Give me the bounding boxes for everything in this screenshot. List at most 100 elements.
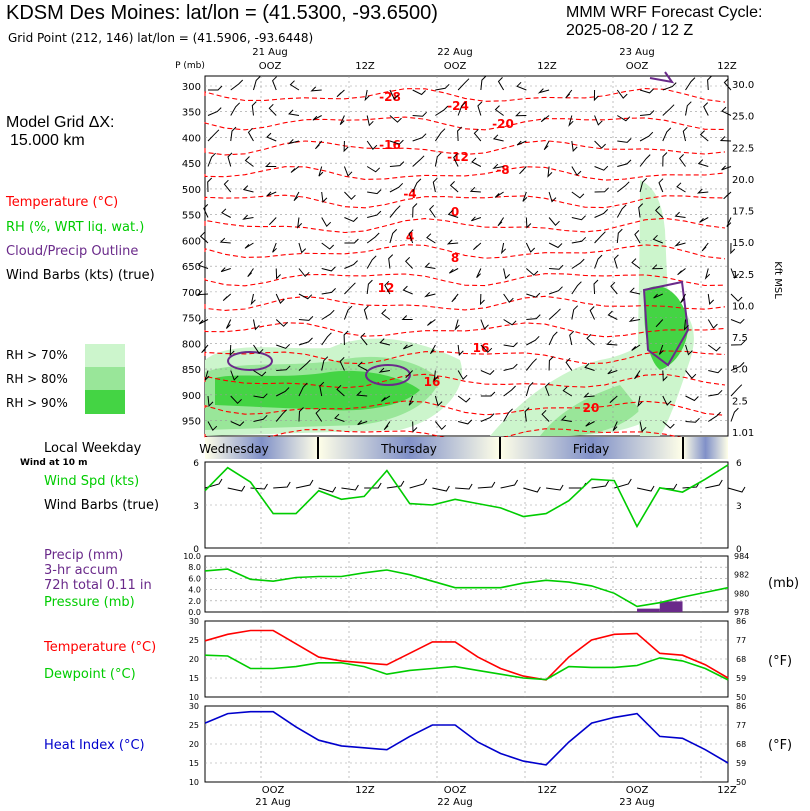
upper-wind-barb <box>344 260 358 269</box>
top-time-label: 23 Aug <box>619 47 654 58</box>
upper-wind-barb <box>571 191 585 199</box>
upper-wind-barb <box>408 229 414 244</box>
upper-wind-barb <box>448 268 459 274</box>
pressure-tick-label: 650 <box>182 262 201 273</box>
temperature-contour <box>204 373 726 389</box>
upper-wind-barb <box>366 115 374 127</box>
upper-wind-barb <box>357 420 368 426</box>
upper-wind-barb <box>319 381 325 397</box>
temperature-contour-label: -12 <box>447 150 469 164</box>
pressure-tick-label: 750 <box>182 314 201 325</box>
upper-wind-barb <box>540 115 550 123</box>
upper-wind-barb <box>697 159 709 167</box>
upper-wind-barb <box>429 204 436 218</box>
upper-wind-barb <box>594 165 609 171</box>
grid-dx-value: 15.000 km <box>10 132 85 149</box>
upper-wind-barb <box>594 187 609 193</box>
heat-index-label: Heat Index (°C) <box>44 738 145 753</box>
upper-wind-barb <box>203 204 209 218</box>
wind-10m-label: Wind at 10 m <box>20 458 88 468</box>
upper-wind-barb <box>524 407 530 422</box>
upper-wind-barb <box>519 166 527 175</box>
upper-wind-barb <box>230 126 237 142</box>
temperature-contour <box>204 217 726 234</box>
top-time-label: 12Z <box>537 61 557 72</box>
upper-wind-barb <box>321 288 336 295</box>
upper-wind-barb <box>674 211 686 218</box>
heat-index-tick: 10 <box>189 778 199 787</box>
upper-wind-barb <box>318 166 324 177</box>
weekday-segment <box>318 437 500 459</box>
upper-wind-barb <box>516 140 527 146</box>
top-time-label: 12Z <box>355 61 375 72</box>
temperature-tick: 20 <box>189 655 199 664</box>
upper-wind-barb <box>730 407 739 422</box>
upper-wind-barb <box>662 421 675 429</box>
upper-wind-barb <box>617 115 631 122</box>
upper-wind-barb <box>480 370 495 375</box>
heat-index-tick-right: 59 <box>736 759 746 768</box>
upper-wind-barb <box>480 319 489 330</box>
upper-wind-barb <box>676 182 686 193</box>
upper-wind-barb <box>639 177 647 193</box>
upper-wind-barb <box>389 115 402 123</box>
surface-wind-barb <box>455 483 473 490</box>
upper-wind-barb <box>253 370 267 377</box>
upper-wind-barb <box>628 316 641 322</box>
upper-wind-barb <box>516 81 527 91</box>
upper-wind-barb <box>730 384 743 397</box>
upper-wind-barb <box>272 76 277 91</box>
legend-temperature: Temperature (°C) <box>6 195 119 210</box>
upper-wind-barb <box>276 343 291 349</box>
upper-wind-barb <box>730 293 743 302</box>
altitude-tick-label: 2.5 <box>732 396 748 407</box>
upper-wind-barb <box>497 77 505 91</box>
upper-wind-barb <box>366 232 380 244</box>
upper-wind-barb <box>571 140 578 152</box>
pressure-tick-label: 800 <box>182 339 201 350</box>
altitude-tick-label: 20.0 <box>732 175 754 186</box>
upper-wind-barb <box>389 229 398 244</box>
upper-wind-barb <box>541 409 550 422</box>
upper-wind-barb <box>207 177 213 193</box>
upper-wind-barb <box>412 155 425 167</box>
upper-wind-barb <box>230 421 245 427</box>
precip-tick: 6.0 <box>188 574 201 583</box>
upper-wind-barb <box>357 361 368 371</box>
upper-wind-barb <box>571 236 587 244</box>
upper-wind-barb <box>412 89 426 96</box>
temperature-tick: 10 <box>189 693 199 702</box>
surface-wind-barb <box>386 480 405 489</box>
upper-wind-barb <box>321 191 328 203</box>
altitude-tick-label: 12.5 <box>732 270 754 281</box>
upper-wind-barb <box>435 105 449 116</box>
upper-wind-barb <box>683 319 689 331</box>
heat-index-tick: 25 <box>189 721 199 730</box>
upper-wind-barb <box>569 330 575 346</box>
upper-wind-barb <box>480 344 493 353</box>
temperature-tick-right: 68 <box>736 655 746 664</box>
surface-wind-barb <box>318 486 337 493</box>
upper-wind-barb <box>651 264 663 270</box>
upper-wind-barb <box>473 242 482 251</box>
dewpoint-line <box>204 654 729 681</box>
upper-wind-barb <box>449 181 459 193</box>
upper-wind-barb <box>198 319 209 325</box>
temperature-contour <box>204 166 726 181</box>
upper-wind-barb <box>662 82 677 91</box>
upper-wind-barb <box>381 395 391 402</box>
upper-wind-barb <box>476 268 482 278</box>
upper-wind-barb <box>404 256 414 269</box>
pressure-tick: 984 <box>734 552 749 561</box>
upper-wind-barb <box>339 357 345 371</box>
upper-wind-barb <box>480 413 495 422</box>
bottom-time-label: 12Z <box>355 785 375 796</box>
upper-wind-barb <box>453 153 459 167</box>
upper-wind-barb <box>677 268 686 276</box>
upper-wind-barb <box>344 191 356 200</box>
upper-wind-barb <box>721 106 732 116</box>
degf-unit-label-1: (°F) <box>768 654 793 669</box>
upper-wind-barb <box>707 411 721 422</box>
upper-wind-barb <box>310 86 322 92</box>
upper-wind-barb <box>471 216 482 222</box>
